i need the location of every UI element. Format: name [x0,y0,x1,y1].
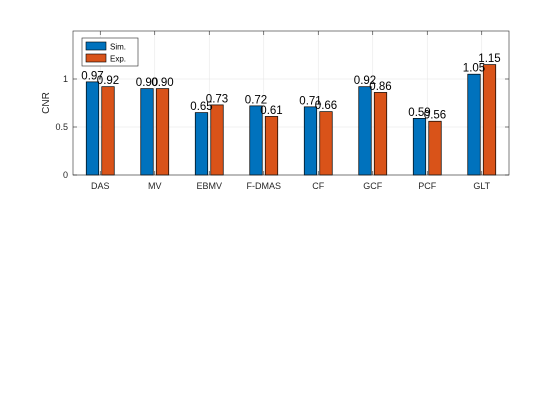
x-tick-label: F-DMAS [247,181,282,191]
y-tick-label: 0 [63,170,68,180]
y-tick-label: 0.5 [55,122,68,132]
legend-label: Sim. [110,43,126,52]
data-label: 0.61 [260,105,282,117]
legend-swatch [85,41,107,51]
bar-sim [467,73,481,176]
y-tick-label: 1 [63,74,68,84]
data-label: 0.97 [81,70,103,82]
bar-exp [155,88,170,176]
bar-sim [140,88,154,176]
data-label: 0.73 [206,93,228,105]
data-label: 1.15 [478,53,500,65]
bar-exp [210,104,224,176]
plot-area [73,31,509,175]
bar-sim [194,112,209,176]
legend-swatch [85,53,107,63]
x-tick-label: CF [312,181,324,191]
plot-frame [72,30,510,176]
data-label: 0.72 [245,94,267,106]
bar-exp [428,120,442,176]
y-axis-label: CNR [41,92,52,114]
bar-exp [482,64,497,176]
bar-sim [85,81,100,176]
data-label: 0.65 [190,101,212,113]
data-label: 0.92 [97,75,119,87]
data-label: 1.05 [463,63,485,75]
x-tick-label: EBMV [196,181,222,191]
bar-sim [358,86,372,176]
axis-ticks: 0 0.5 1 DAS MV EBMV F-DMAS CF GCF PCF GLT [55,31,509,191]
legend: Sim. Exp. [81,37,139,67]
data-label: 0.92 [354,75,376,87]
data-label: 0.59 [408,107,430,119]
x-tick-label: GLT [473,181,490,191]
data-label: 0.71 [299,95,321,107]
legend-label: Exp. [110,55,126,64]
bar-exp [101,86,115,176]
data-labels: 0.97 0.90 0.65 0.72 0.71 0.92 0.59 1.05 0.92 0.90… [81,53,500,122]
x-tick-label: DAS [91,181,110,191]
bar-sim [412,118,427,176]
bar-sim [303,106,318,176]
x-tick-label: GCF [363,181,383,191]
x-tick-label: MV [148,181,162,191]
x-tick-label: PCF [418,181,437,191]
bar-exp [373,92,388,176]
data-label: 0.86 [369,81,391,93]
data-label: 0.66 [315,100,337,112]
data-label: 0.90 [151,77,173,89]
data-label: 0.56 [424,110,446,122]
bar-exp [264,116,279,176]
bar-exp [319,111,333,176]
data-label: 0.90 [136,77,158,89]
